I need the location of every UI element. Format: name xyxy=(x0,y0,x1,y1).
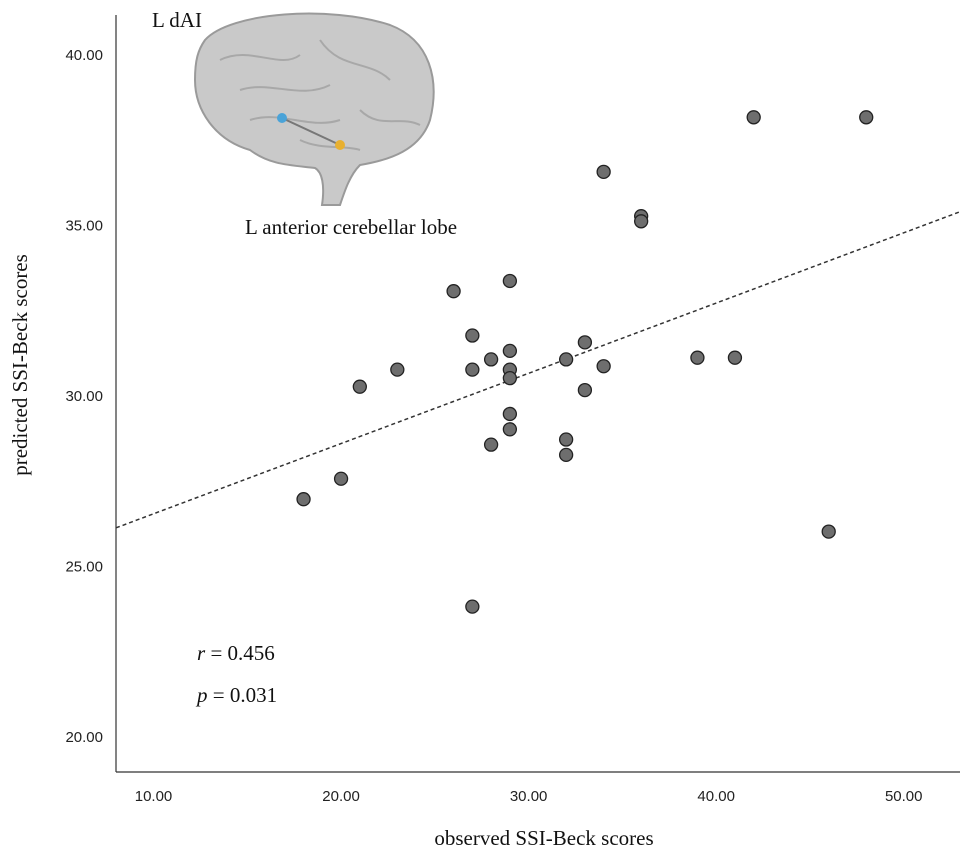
x-tick-label: 10.00 xyxy=(135,788,173,805)
node-dai xyxy=(277,113,287,123)
brain-image xyxy=(193,12,435,206)
x-tick-label: 30.00 xyxy=(510,788,548,805)
fit-line xyxy=(115,211,961,529)
point xyxy=(558,352,574,367)
x-tick-label: 20.00 xyxy=(322,788,360,805)
y-tick-label: 30.00 xyxy=(65,388,103,405)
point xyxy=(502,422,518,437)
stat-value: = 0.456 xyxy=(210,641,274,665)
point xyxy=(333,471,349,486)
y-axis-title: predicted SSI-Beck scores xyxy=(8,254,32,476)
point xyxy=(296,492,311,507)
point xyxy=(746,110,761,125)
point xyxy=(502,371,518,386)
brain-shape xyxy=(193,12,435,206)
stat-annotation: r = 0.456 xyxy=(197,641,275,665)
stat-symbol: p xyxy=(195,683,208,707)
stat-annotation: p = 0.031 xyxy=(195,683,277,707)
stat-value: = 0.031 xyxy=(213,683,277,707)
point xyxy=(465,362,480,377)
connection xyxy=(281,117,341,146)
point xyxy=(577,382,593,398)
point xyxy=(465,599,480,614)
stat-symbol: r xyxy=(197,641,206,665)
region-label: L dAI xyxy=(152,8,202,32)
x-tick-label: 50.00 xyxy=(885,788,923,805)
point xyxy=(596,164,611,180)
point xyxy=(502,343,518,359)
point xyxy=(821,524,836,539)
point xyxy=(352,379,367,394)
point xyxy=(634,214,649,229)
point xyxy=(483,437,499,452)
point xyxy=(690,350,705,365)
point xyxy=(446,284,461,299)
point xyxy=(577,335,593,350)
region-label: L anterior cerebellar lobe xyxy=(245,215,457,239)
y-tick-label: 25.00 xyxy=(65,558,103,575)
y-tick-label: 40.00 xyxy=(65,47,103,64)
x-tick-label: 40.00 xyxy=(697,788,735,805)
point xyxy=(558,447,574,463)
point xyxy=(859,110,874,125)
point xyxy=(596,359,611,374)
x-axis-title: observed SSI-Beck scores xyxy=(434,826,653,850)
node-cerebellum xyxy=(335,140,345,150)
y-tick-label: 20.00 xyxy=(65,729,103,746)
point xyxy=(465,328,480,343)
y-tick-label: 35.00 xyxy=(65,217,103,234)
point xyxy=(558,432,574,447)
point xyxy=(390,362,405,377)
point xyxy=(483,352,499,367)
brain-folds xyxy=(219,39,421,151)
point xyxy=(502,273,518,289)
point xyxy=(502,406,518,422)
point xyxy=(727,350,743,365)
